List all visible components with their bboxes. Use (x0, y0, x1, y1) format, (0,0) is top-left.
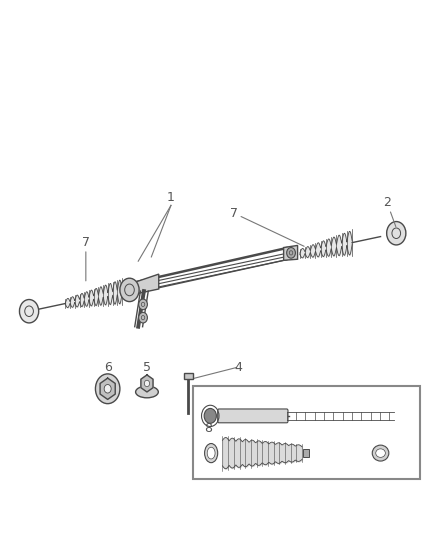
Bar (184, 373, 193, 379)
Text: 5: 5 (143, 361, 151, 374)
Circle shape (287, 247, 295, 258)
Ellipse shape (372, 445, 389, 461)
Polygon shape (284, 245, 297, 260)
Text: 4: 4 (235, 361, 243, 374)
Circle shape (145, 380, 150, 386)
Circle shape (95, 374, 120, 403)
Text: 8: 8 (204, 422, 212, 435)
Circle shape (104, 384, 111, 393)
Ellipse shape (207, 447, 215, 459)
Text: 7: 7 (230, 207, 304, 246)
Text: 7: 7 (82, 236, 90, 281)
Polygon shape (100, 378, 115, 399)
FancyBboxPatch shape (218, 409, 288, 423)
Polygon shape (134, 274, 159, 294)
Text: 6: 6 (104, 361, 112, 374)
Ellipse shape (205, 443, 218, 463)
Bar (193, 386, 420, 479)
Ellipse shape (136, 386, 158, 398)
Circle shape (139, 299, 148, 310)
Text: 2: 2 (383, 196, 396, 227)
Circle shape (120, 278, 139, 302)
Polygon shape (141, 375, 153, 392)
Ellipse shape (376, 449, 385, 457)
Circle shape (19, 300, 39, 323)
Bar (303, 449, 309, 457)
Circle shape (387, 222, 406, 245)
Circle shape (139, 312, 148, 323)
Text: 1: 1 (167, 191, 175, 204)
Circle shape (204, 408, 216, 423)
